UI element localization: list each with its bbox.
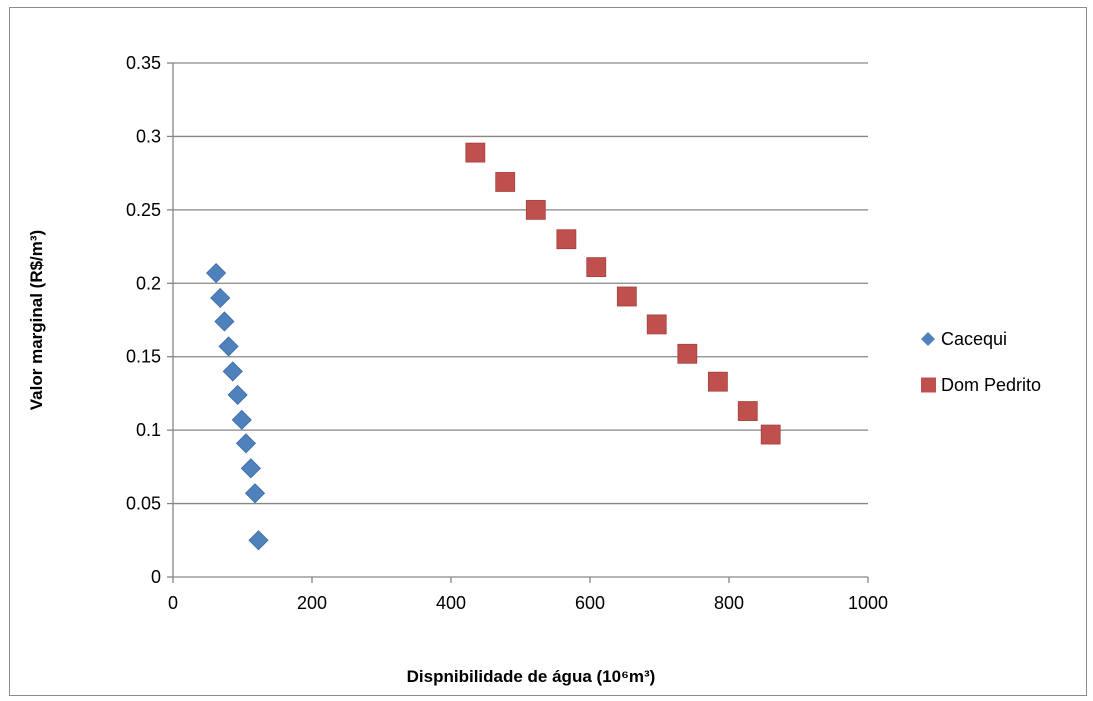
axes [167, 62, 869, 583]
data-point-1-7 [677, 343, 698, 364]
gridlines [173, 62, 868, 505]
x-tick-label-5: 1000 [848, 593, 888, 613]
x-tick-label-1: 200 [297, 593, 327, 613]
legend-marker-1 [921, 377, 936, 393]
y-tick-label-1: 0.05 [126, 494, 161, 514]
y-axis-title: Valor marginal (R$/m³) [27, 230, 46, 410]
data-point-1-2 [525, 199, 546, 220]
y-tick-label-0: 0 [151, 567, 161, 587]
data-point-1-4 [586, 257, 607, 278]
data-point-1-9 [737, 401, 758, 421]
data-point-1-10 [760, 424, 781, 445]
y-tick-label-5: 0.25 [126, 200, 161, 220]
data-point-1-0 [465, 142, 486, 163]
y-tick-label-4: 0.2 [136, 273, 161, 293]
data-point-0-2 [214, 311, 235, 332]
legend: Cacequi Dom Pedrito [921, 329, 1041, 395]
y-tick-label-6: 0.3 [136, 126, 161, 146]
x-tick-label-0: 0 [168, 593, 178, 613]
data-point-0-6 [231, 409, 252, 430]
data-point-0-5 [227, 384, 248, 405]
x-tick-label-4: 800 [714, 593, 744, 613]
data-point-0-10 [248, 530, 269, 551]
data-point-0-4 [222, 361, 243, 382]
data-point-1-6 [646, 314, 667, 335]
data-point-1-3 [556, 229, 577, 250]
x-axis-title: Dispnibilidade de água (10⁶m³) [407, 667, 656, 686]
x-tick-label-3: 600 [575, 593, 605, 613]
data-point-0-0 [206, 262, 227, 284]
data-point-1-1 [495, 172, 516, 192]
legend-label-1: Dom Pedrito [941, 375, 1041, 395]
x-tick-labels: 0 200 400 600 800 1000 [168, 593, 888, 613]
y-tick-label-2: 0.1 [136, 420, 161, 440]
series-cacequi [206, 262, 269, 551]
y-tick-label-7: 0.35 [126, 53, 161, 73]
legend-label-0: Cacequi [941, 329, 1007, 349]
data-point-0-1 [210, 287, 231, 309]
series-dom-pedrito [465, 142, 781, 445]
chart-frame [9, 7, 1087, 696]
data-point-0-9 [244, 483, 266, 504]
data-point-1-5 [616, 286, 637, 307]
data-point-0-7 [235, 433, 257, 454]
y-tick-labels: 0 0.05 0.1 0.15 0.2 0.25 0.3 0.35 [126, 53, 161, 587]
legend-marker-0 [921, 332, 935, 346]
data-point-0-8 [240, 458, 261, 479]
data-point-0-3 [218, 336, 239, 357]
y-tick-label-3: 0.15 [126, 347, 161, 367]
data-point-1-8 [707, 371, 728, 392]
data-points [206, 142, 781, 551]
x-tick-label-2: 400 [436, 593, 466, 613]
